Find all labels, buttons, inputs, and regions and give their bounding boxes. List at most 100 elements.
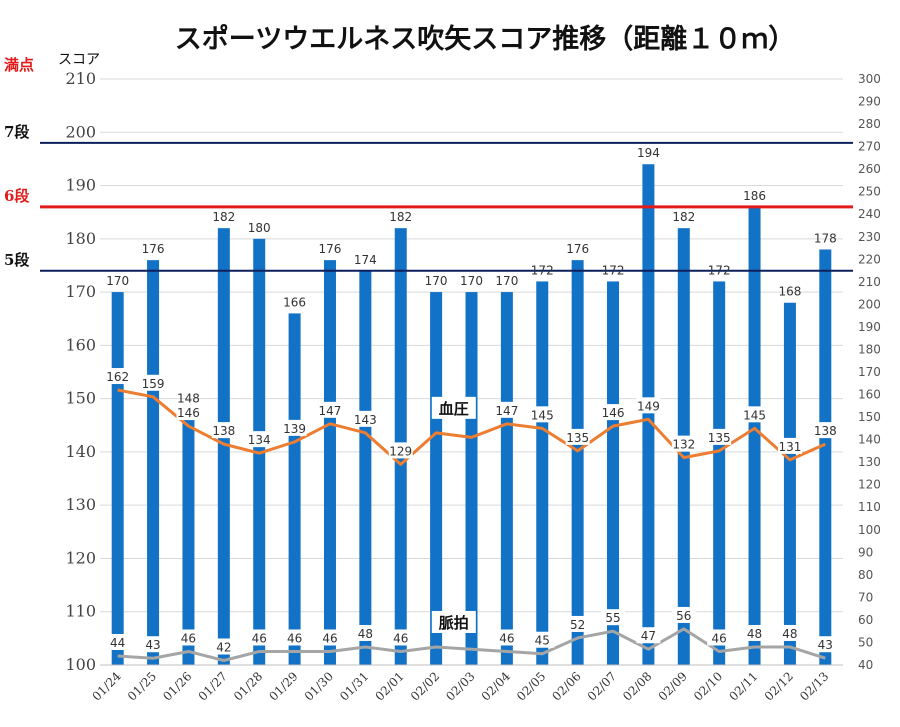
x-tick-label: 02/06 xyxy=(549,669,583,703)
data-label-bg xyxy=(671,606,696,623)
score-bar xyxy=(430,292,443,665)
data-label-bg xyxy=(565,615,590,632)
bar-value-label: 170 xyxy=(495,274,518,288)
data-labels: 170 176 148 182 180 166 176 174 182 170 170 170 172 1… xyxy=(105,146,838,655)
bar-value-label: 170 xyxy=(460,274,483,288)
y-tick-label: 120 xyxy=(65,548,96,567)
pulse-value-label: 48 xyxy=(358,627,373,641)
data-label-bg xyxy=(176,629,201,646)
series-name-bg xyxy=(431,610,476,633)
x-tick-label: 01/26 xyxy=(160,669,194,703)
y2-tick-label: 150 xyxy=(858,410,881,424)
pulse-value-label: 48 xyxy=(782,627,797,641)
data-label-bg xyxy=(671,435,696,452)
bar-value-label: 186 xyxy=(743,189,766,203)
score-bar xyxy=(147,260,160,665)
x-tick-label: 02/02 xyxy=(408,669,442,703)
score-bar xyxy=(713,281,726,665)
x-tick-label: 02/04 xyxy=(479,669,514,704)
bar-value-label: 182 xyxy=(389,210,412,224)
blood-pressure-value-label: 146 xyxy=(177,406,200,420)
score-bar xyxy=(288,313,301,665)
y2-tick-label: 80 xyxy=(858,568,873,582)
data-label-bg xyxy=(530,406,555,423)
score-bar xyxy=(783,302,796,665)
data-label-bg xyxy=(636,627,661,644)
y-tick-label: 140 xyxy=(65,442,96,461)
bar-value-label: 172 xyxy=(531,263,554,277)
bar-value-label: 180 xyxy=(248,221,271,235)
data-label-bg xyxy=(601,404,626,421)
x-tick-label: 01/24 xyxy=(89,669,124,704)
data-label-bg xyxy=(353,410,378,427)
score-bar xyxy=(217,228,230,665)
pulse-value-label: 55 xyxy=(605,611,620,625)
x-tick-label: 01/30 xyxy=(302,669,336,703)
y2-tick-label: 90 xyxy=(858,545,873,559)
x-tick-label: 02/03 xyxy=(443,669,477,703)
data-label-bg xyxy=(813,422,838,439)
y2-tick-label: 200 xyxy=(858,297,881,311)
blood-pressure-value-label: 132 xyxy=(672,438,695,452)
bar-value-label: 182 xyxy=(212,210,235,224)
level-label: 6段 xyxy=(4,187,29,205)
data-label-bg xyxy=(105,633,130,650)
y2-tick-label: 130 xyxy=(858,455,881,469)
data-label-bg xyxy=(565,428,590,445)
data-label-bg xyxy=(530,631,555,648)
x-tick-label: 02/01 xyxy=(372,669,406,703)
score-bar xyxy=(465,292,478,665)
x-tick-label: 02/11 xyxy=(726,669,760,703)
blood-pressure-value-label: 135 xyxy=(708,431,731,445)
blood-pressure-value-label: 159 xyxy=(142,377,165,391)
x-tick-label: 02/05 xyxy=(514,669,548,703)
level-lines: 7段 6段 5段 xyxy=(4,123,853,272)
data-label-bg xyxy=(247,431,272,448)
pulse-value-label: 46 xyxy=(393,631,408,645)
pulse-series-name: 脈拍 xyxy=(439,614,469,632)
y2-tick-label: 40 xyxy=(858,658,873,672)
y-tick-label: 110 xyxy=(65,602,96,621)
y-tick-label: 100 xyxy=(65,655,96,674)
x-tick-label: 01/31 xyxy=(337,669,371,703)
y2-tick-label: 210 xyxy=(858,275,881,289)
y2-tick-label: 120 xyxy=(858,478,881,492)
y-tick-label: 160 xyxy=(65,335,96,354)
y2-tick-label: 110 xyxy=(858,500,881,514)
data-label-bg xyxy=(282,419,307,436)
blood-pressure-value-label: 129 xyxy=(389,444,412,458)
blood-pressure-line xyxy=(117,388,826,466)
data-label-bg xyxy=(494,401,519,418)
pulse-value-label: 52 xyxy=(570,618,585,632)
data-label-bg xyxy=(211,638,236,655)
pulse-value-label: 46 xyxy=(499,631,514,645)
bar-value-label: 172 xyxy=(602,263,625,277)
y2-tick-label: 60 xyxy=(858,613,873,627)
y2-tick-label: 300 xyxy=(858,72,881,86)
bar-value-label: 176 xyxy=(142,242,165,256)
blood-pressure-value-label: 135 xyxy=(566,431,589,445)
y-tick-label: 190 xyxy=(65,176,96,195)
blood-pressure-value-label: 139 xyxy=(283,422,306,436)
chart-title: スポーツウエルネス吹矢スコア推移（距離１０ｍ） xyxy=(175,23,795,55)
score-bar xyxy=(642,164,655,665)
bar-value-label: 176 xyxy=(319,242,342,256)
data-label-bg xyxy=(317,401,342,418)
data-label-bg xyxy=(494,629,519,646)
data-label-bg xyxy=(636,397,661,414)
data-label-bg xyxy=(707,629,732,646)
bar-value-label: 170 xyxy=(106,274,129,288)
pulse-value-label: 46 xyxy=(287,631,302,645)
data-label-bg xyxy=(105,368,130,385)
level-label: 7段 xyxy=(4,123,29,141)
data-label-bg xyxy=(388,629,413,646)
bar-value-label: 170 xyxy=(425,274,448,288)
data-label-bg xyxy=(777,624,802,641)
score-bar xyxy=(359,270,372,665)
y2-tick-label: 50 xyxy=(858,635,873,649)
data-label-bg xyxy=(742,624,767,641)
y-tick-label: 180 xyxy=(65,229,96,248)
blood-pressure-value-label: 145 xyxy=(531,408,554,422)
blood-pressure-value-label: 147 xyxy=(319,404,342,418)
